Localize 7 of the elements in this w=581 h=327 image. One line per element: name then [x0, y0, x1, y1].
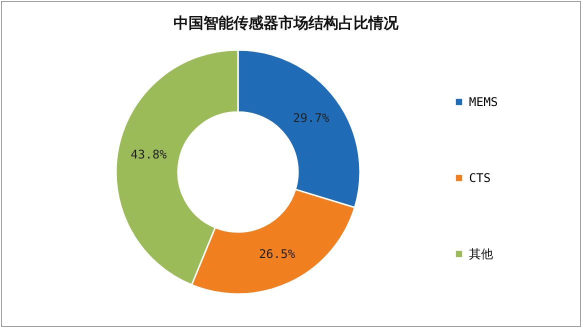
legend-label: 其他 — [469, 247, 493, 261]
data-label: 29.7% — [293, 110, 330, 125]
legend-label: MEMS — [469, 95, 498, 109]
data-label: 26.5% — [258, 247, 296, 262]
chart-title: 中国智能传感器市场结构占比情况 — [174, 14, 400, 32]
data-label: 43.8% — [130, 147, 168, 162]
legend-label: CTS — [469, 171, 491, 185]
